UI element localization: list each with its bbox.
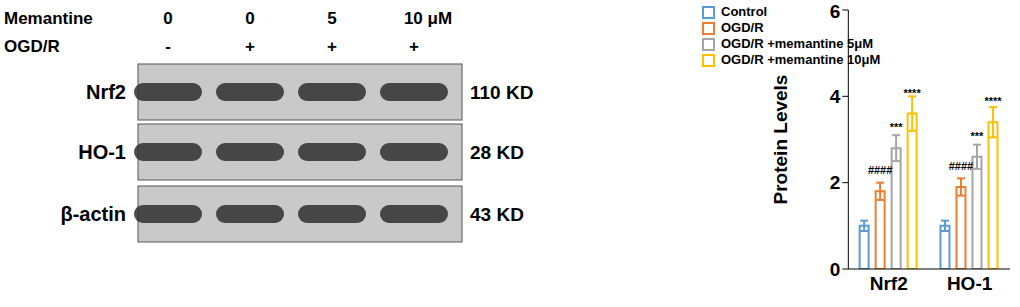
svg-text:####: ####	[868, 164, 892, 176]
svg-text:-: -	[165, 37, 171, 56]
svg-text:HO-1: HO-1	[947, 273, 993, 294]
svg-text:28 KD: 28 KD	[470, 142, 524, 163]
svg-text:****: ****	[984, 95, 1002, 107]
svg-text:4: 4	[830, 86, 841, 107]
svg-text:0: 0	[245, 9, 254, 28]
svg-text:####: ####	[949, 160, 973, 172]
svg-text:Memantine: Memantine	[8, 9, 93, 28]
html-text:Control: Control	[721, 4, 768, 19]
svg-text:OGD/R: OGD/R	[8, 37, 60, 56]
svg-text:6: 6	[830, 1, 841, 22]
svg-text:+: +	[327, 37, 337, 56]
svg-text:β-actin: β-actin	[60, 203, 126, 225]
svg-text:0: 0	[163, 9, 172, 28]
svg-text:10 μM: 10 μM	[404, 9, 452, 28]
svg-text:110 KD: 110 KD	[470, 82, 533, 103]
svg-text:5: 5	[327, 9, 336, 28]
svg-text:Nrf2: Nrf2	[870, 273, 908, 294]
svg-text:***: ***	[971, 130, 985, 142]
html-text:OGD/R +memantine 5μM: OGD/R +memantine 5μM	[721, 36, 874, 51]
svg-text:Protein Levels: Protein Levels	[770, 75, 791, 205]
svg-text:0: 0	[830, 259, 841, 280]
svg-text:+: +	[409, 37, 419, 56]
svg-text:***: ***	[890, 121, 904, 133]
svg-text:43 KD: 43 KD	[470, 204, 524, 225]
svg-text:+: +	[245, 37, 255, 56]
svg-text:****: ****	[904, 87, 922, 99]
html-text:OGD/R +memantine 10μM: OGD/R +memantine 10μM	[721, 52, 881, 67]
svg-text:Nrf2: Nrf2	[86, 81, 126, 103]
svg-text:2: 2	[830, 172, 841, 193]
svg-text:HO-1: HO-1	[78, 141, 126, 163]
html-text:OGD/R: OGD/R	[721, 20, 764, 35]
